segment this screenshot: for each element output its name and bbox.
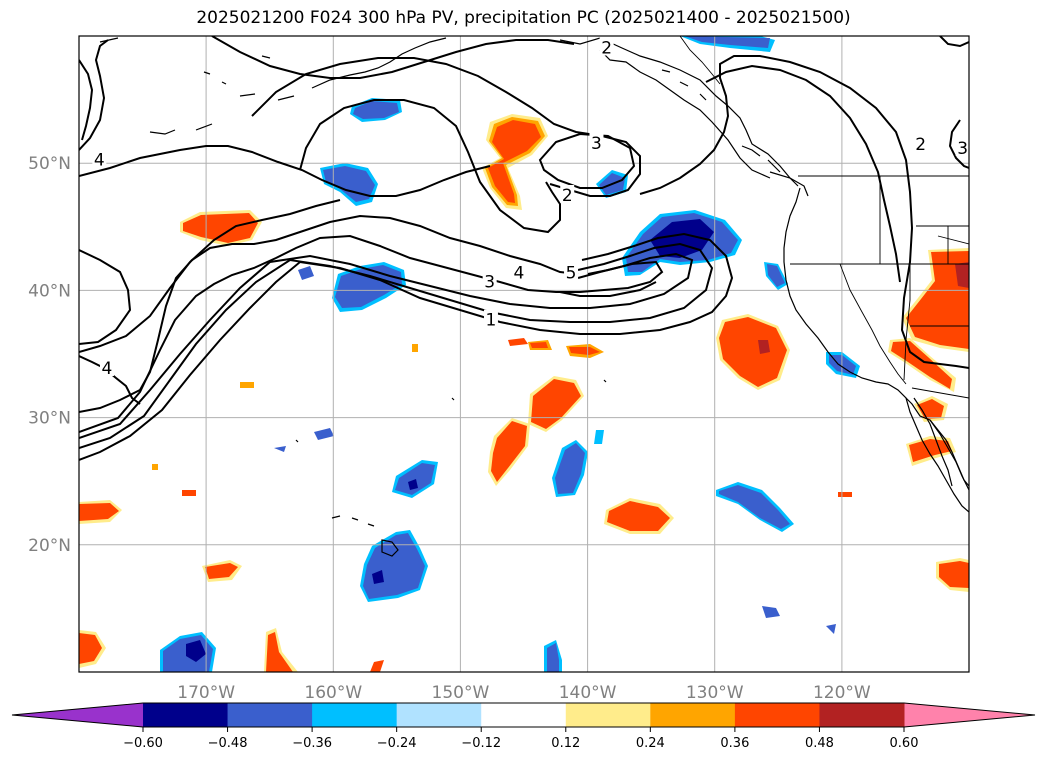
longitude-labels: 170°W 160°W 150°W 140°W 130°W 120°W (177, 683, 871, 703)
contour-label: 3 (591, 134, 602, 154)
contour-label: 4 (514, 264, 525, 284)
lon-label: 170°W (177, 683, 235, 703)
colorbar-tick-label: −0.60 (123, 736, 163, 751)
positive-precip-patches (79, 114, 969, 672)
contour-label: 5 (566, 264, 577, 284)
colorbar-segment (481, 703, 567, 727)
lat-label: 30°N (28, 409, 71, 429)
colorbar-segment (565, 703, 651, 727)
contour-label-background (92, 149, 107, 168)
colorbar-tick-label: −0.12 (461, 736, 501, 751)
map-frame (78, 35, 970, 673)
contour-label: 3 (957, 139, 968, 159)
lon-label: 140°W (559, 683, 617, 703)
colorbar-extend-high (904, 703, 1035, 727)
contour-label-background (955, 137, 969, 156)
colorbar-tick-label: −0.24 (377, 736, 417, 751)
colorbar-segment (819, 703, 905, 727)
contour-label: 4 (102, 359, 113, 379)
contour-label: 3 (484, 272, 495, 292)
colorbar-tick-label: 0.24 (636, 736, 665, 751)
contour-label-background (560, 185, 575, 203)
contour-label: 1 (486, 311, 497, 331)
contour-label: 4 (94, 150, 105, 170)
colorbar: −0.60 −0.48 −0.36 −0.24 −0.12 0.12 0.24 0.36 0.4… (11, 702, 1036, 751)
colorbar-tick-label: 0.12 (551, 736, 580, 751)
lat-label: 50°N (28, 154, 71, 174)
political-borders (679, 36, 969, 399)
lon-label: 120°W (813, 683, 871, 703)
colorbar-tick-label: −0.36 (292, 736, 332, 751)
colorbar-tick-label: 0.48 (805, 736, 834, 751)
colorbar-extend-low (12, 703, 143, 727)
colorbar-tick-label: 0.60 (890, 736, 919, 751)
colorbar-tick-label: −0.48 (208, 736, 248, 751)
latitude-labels: 50°N 40°N 30°N 20°N (28, 154, 71, 556)
colorbar-segment (396, 703, 482, 727)
lon-label: 160°W (304, 683, 362, 703)
contour-label: 2 (562, 186, 573, 206)
lat-label: 20°N (28, 536, 71, 556)
contour-label-background (589, 132, 604, 151)
contour-label-background (599, 37, 614, 56)
colorbar-segment (227, 703, 313, 727)
colorbar-segment (734, 703, 820, 727)
contour-label-background (511, 262, 526, 281)
pv-contours (79, 36, 969, 461)
map-title: 2025021200 F024 300 hPa PV, precipitatio… (196, 8, 851, 28)
contour-label: 2 (915, 135, 926, 155)
contour-label-background (99, 357, 114, 376)
lon-label: 150°W (432, 683, 490, 703)
lat-label: 40°N (28, 281, 71, 301)
colorbar-segment (312, 703, 398, 727)
coastlines (99, 37, 969, 557)
colorbar-segment (143, 703, 229, 727)
colorbar-tick-label: 0.36 (720, 736, 749, 751)
contour-label-background (913, 134, 928, 153)
contour-label-background (483, 309, 498, 328)
colorbar-segment (650, 703, 736, 727)
contour-label-background (564, 262, 579, 281)
contour-label: 2 (601, 38, 612, 58)
contour-label-background (482, 271, 497, 290)
lon-label: 130°W (686, 683, 744, 703)
gridlines (79, 36, 969, 672)
